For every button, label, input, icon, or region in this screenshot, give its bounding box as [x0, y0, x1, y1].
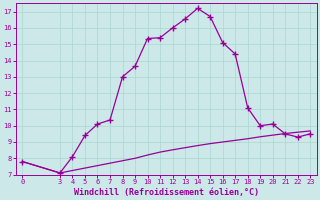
- X-axis label: Windchill (Refroidissement éolien,°C): Windchill (Refroidissement éolien,°C): [74, 188, 259, 197]
